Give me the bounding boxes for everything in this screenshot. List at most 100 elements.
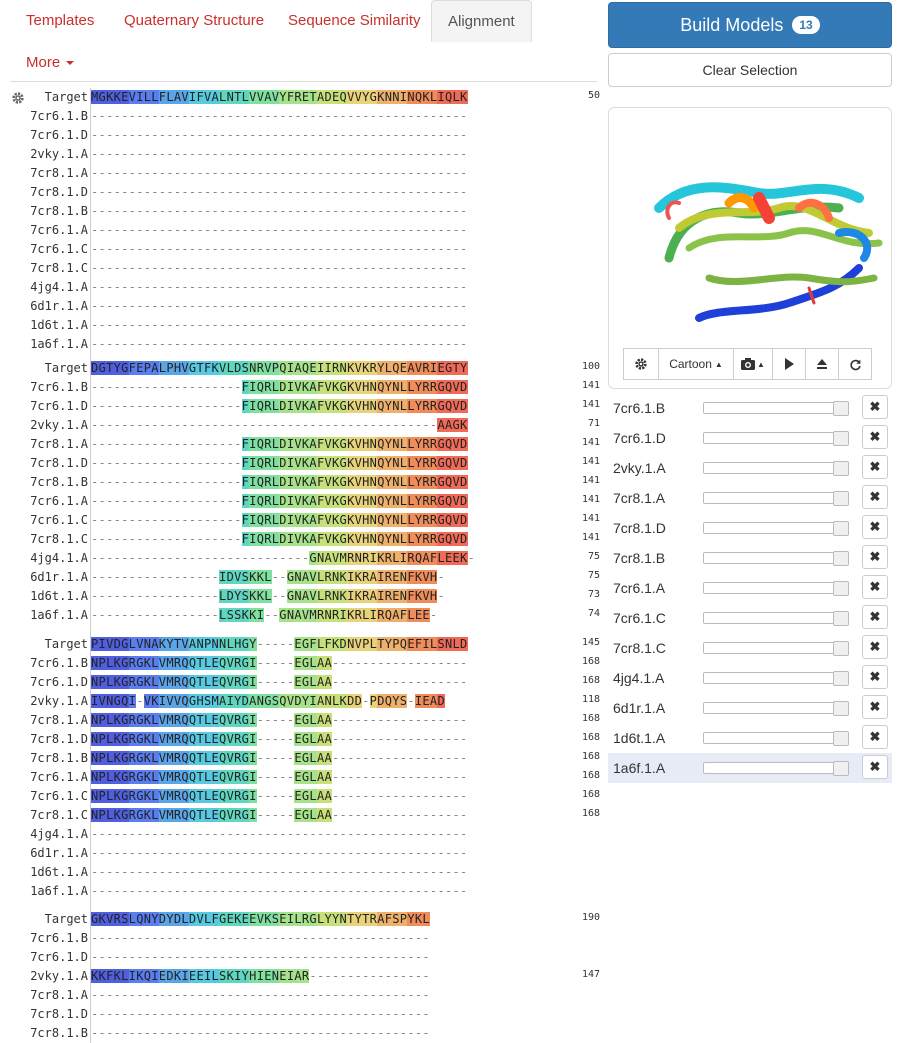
reset-view-button[interactable] [838,348,872,380]
model-row[interactable]: 1d6t.1.A ✖ [608,723,892,753]
remove-model-button[interactable]: ✖ [862,605,888,629]
opacity-slider[interactable] [703,521,849,536]
model-row[interactable]: 7cr6.1.A ✖ [608,573,892,603]
sequence-position: 75 [587,551,600,562]
viewer-settings-button[interactable] [623,348,659,380]
model-row[interactable]: 7cr8.1.D ✖ [608,513,892,543]
remove-model-button[interactable]: ✖ [862,425,888,449]
opacity-slider[interactable] [703,731,849,746]
slider-handle[interactable] [833,491,849,506]
sequence-row: ----------------------------------------… [91,931,430,945]
tab-templates[interactable]: Templates [26,12,95,29]
remove-model-button[interactable]: ✖ [862,485,888,509]
sequence-label: 2vky.1.A [30,694,88,708]
sequence-position: 141 [581,399,600,410]
remove-model-button[interactable]: ✖ [862,635,888,659]
slider-handle[interactable] [833,641,849,656]
sequence-label: 6d1r.1.A [30,846,88,860]
opacity-slider[interactable] [703,401,849,416]
slider-handle[interactable] [833,581,849,596]
sequence-position: 141 [581,380,600,391]
sequence-position: 168 [581,656,600,667]
opacity-slider[interactable] [703,431,849,446]
protein-structure-image [654,182,883,322]
tab-quaternary-structure[interactable]: Quaternary Structure [124,12,265,29]
tab-sequence-similarity[interactable]: Sequence Similarity [288,12,421,29]
slider-handle[interactable] [833,431,849,446]
model-row[interactable]: 2vky.1.A ✖ [608,453,892,483]
slider-handle[interactable] [833,701,849,716]
model-row[interactable]: 7cr8.1.C ✖ [608,633,892,663]
remove-model-button[interactable]: ✖ [862,515,888,539]
sequence-row: NPLKGRGKLVMRQQTLEQVRGI-----EGLAA--------… [91,751,468,765]
opacity-slider[interactable] [703,671,849,686]
model-row[interactable]: 7cr8.1.B ✖ [608,543,892,573]
remove-model-button[interactable]: ✖ [862,755,888,779]
slider-handle[interactable] [833,761,849,776]
model-row[interactable]: 1a6f.1.A ✖ [608,753,892,783]
model-row[interactable]: 6d1r.1.A ✖ [608,693,892,723]
caret-up-icon: ▲ [714,359,723,369]
model-name: 7cr8.1.C [613,640,666,656]
model-row[interactable]: 7cr6.1.C ✖ [608,603,892,633]
model-row[interactable]: 7cr6.1.D ✖ [608,423,892,453]
remove-model-button[interactable]: ✖ [862,545,888,569]
sequence-position: 141 [581,513,600,524]
slider-handle[interactable] [833,731,849,746]
opacity-slider[interactable] [703,611,849,626]
model-row[interactable]: 7cr8.1.A ✖ [608,483,892,513]
remove-model-button[interactable]: ✖ [862,395,888,419]
close-icon: ✖ [869,489,881,504]
sequence-label: 7cr8.1.D [30,185,88,199]
remove-model-button[interactable]: ✖ [862,575,888,599]
sequence-row: ----------------------------------------… [91,261,468,275]
sequence-row: --------------------FIQRLDIVKAFVKGKVHNQY… [91,456,468,470]
opacity-slider[interactable] [703,491,849,506]
close-icon: ✖ [869,759,881,774]
opacity-slider[interactable] [703,641,849,656]
slider-handle[interactable] [833,461,849,476]
structure-viewer[interactable]: Cartoon ▲ ▲ [608,107,892,389]
sequence-label: 7cr8.1.A [30,437,88,451]
remove-model-button[interactable]: ✖ [862,455,888,479]
sequence-position: 141 [581,494,600,505]
opacity-slider[interactable] [703,461,849,476]
tab-more-dropdown[interactable]: More [10,42,90,84]
sequence-row: --------------------FIQRLDIVKAFVKGKVHNQY… [91,399,468,413]
gear-icon[interactable] [11,91,25,105]
slider-handle[interactable] [833,521,849,536]
build-models-button[interactable]: Build Models 13 [608,2,892,48]
opacity-slider[interactable] [703,551,849,566]
slider-handle[interactable] [833,401,849,416]
model-row[interactable]: 7cr6.1.B ✖ [608,393,892,423]
sequence-label: 7cr6.1.B [30,656,88,670]
remove-model-button[interactable]: ✖ [862,665,888,689]
eject-button[interactable] [805,348,839,380]
snapshot-dropdown[interactable]: ▲ [733,348,773,380]
opacity-slider[interactable] [703,761,849,776]
sequence-position: 168 [581,751,600,762]
clear-selection-button[interactable]: Clear Selection [608,53,892,87]
sequence-label: 7cr8.1.B [30,204,88,218]
sequence-row: --------------------FIQRLDIVKAFVKGKVHNQY… [91,513,468,527]
sequence-label: 2vky.1.A [30,969,88,983]
opacity-slider[interactable] [703,701,849,716]
remove-model-button[interactable]: ✖ [862,725,888,749]
sequence-row: --------------------FIQRLDIVKAFVKGKVHNQY… [91,532,468,546]
sequence-row: NPLKGRGKLVMRQQTLEQVRGI-----EGLAA--------… [91,732,468,746]
close-icon: ✖ [869,549,881,564]
opacity-slider[interactable] [703,581,849,596]
tab-alignment[interactable]: Alignment [431,0,532,42]
sequence-row: -----------------LSSKKI--GNAVMRNRIKRLIRQ… [91,608,438,622]
slider-handle[interactable] [833,611,849,626]
slider-handle[interactable] [833,671,849,686]
sequence-label: 1a6f.1.A [30,608,88,622]
play-button[interactable] [772,348,806,380]
sequence-label: 1d6t.1.A [30,865,88,879]
remove-model-button[interactable]: ✖ [862,695,888,719]
style-dropdown[interactable]: Cartoon ▲ [658,348,734,380]
model-row[interactable]: 4jg4.1.A ✖ [608,663,892,693]
model-name: 7cr8.1.A [613,490,666,506]
sequence-row: KKFKLIKQIEDKIEEILSKIYHIENEIAR-----------… [91,969,430,983]
slider-handle[interactable] [833,551,849,566]
